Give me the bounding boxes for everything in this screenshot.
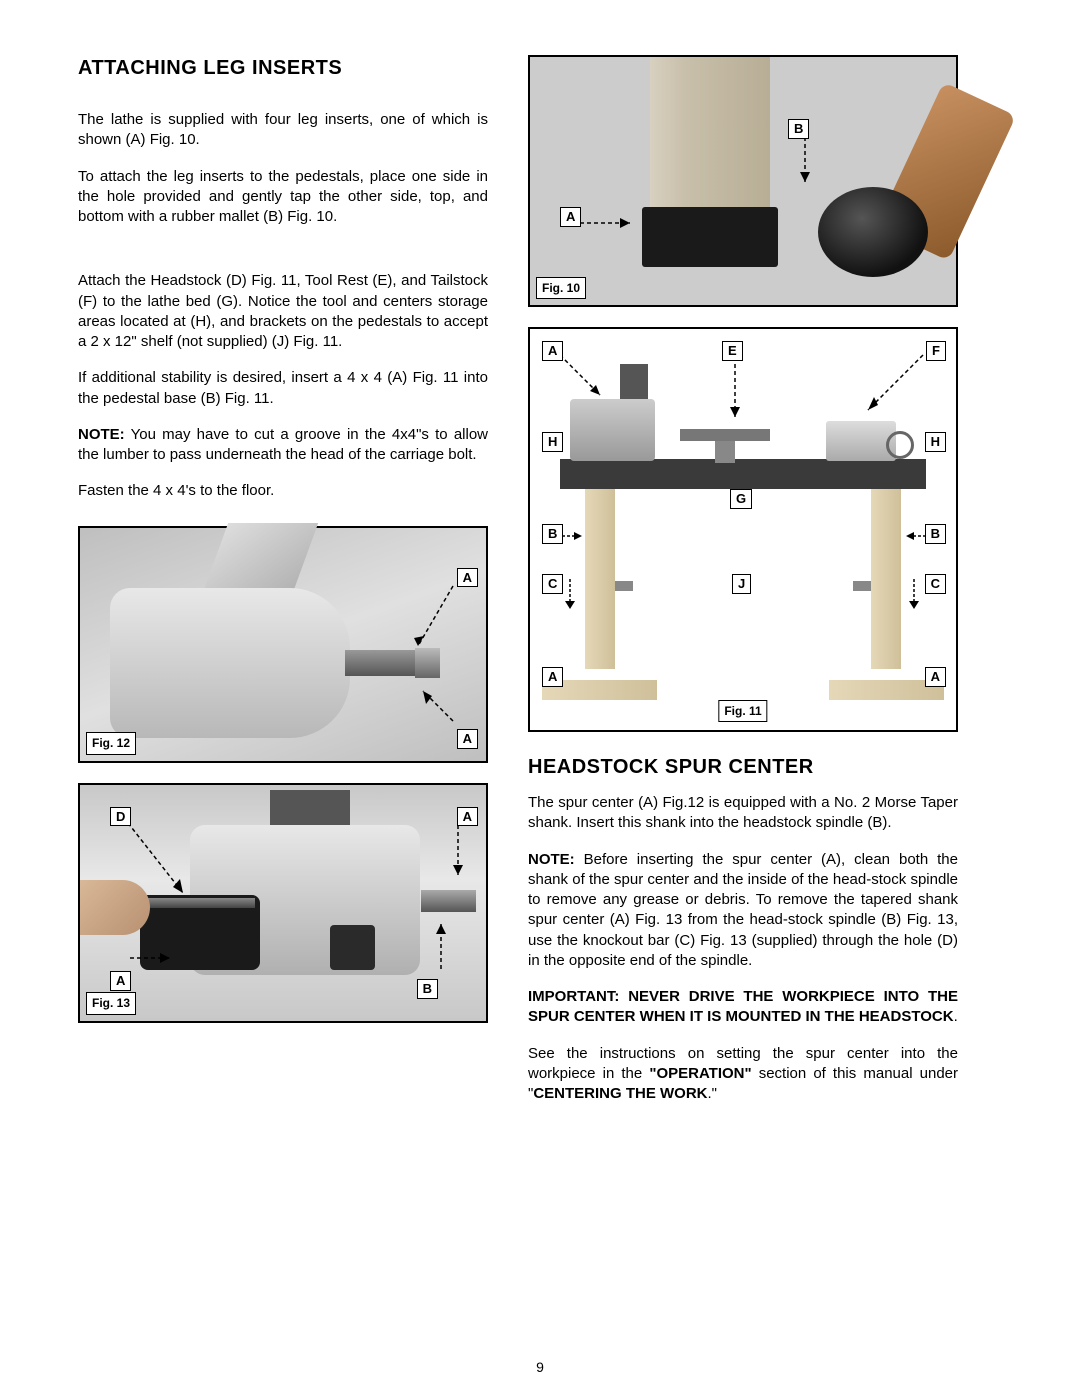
note-label: NOTE:	[78, 426, 125, 443]
fig12-label-a-top: A	[457, 568, 478, 588]
figure-10: A B Fig. 10	[528, 55, 958, 307]
para-fasten-floor: Fasten the 4 x 4's to the floor.	[78, 481, 488, 501]
important-text: IMPORTANT: NEVER DRIVE THE WORKPIECE INT…	[528, 988, 958, 1025]
para-note-groove: NOTE: You may have to cut a groove in th…	[78, 425, 488, 466]
fig10-label-a: A	[560, 207, 581, 227]
fig12-label-a-bottom: A	[457, 729, 478, 749]
fig13-caption: Fig. 13	[86, 992, 136, 1014]
note-text: You may have to cut a groove in the 4x4"…	[78, 426, 488, 463]
page-number: 9	[536, 1358, 544, 1377]
left-column: ATTACHING LEG INSERTS The lathe is suppl…	[78, 55, 488, 1120]
fig11-label-h-l: H	[542, 432, 563, 452]
fig13-label-b: B	[417, 979, 438, 999]
fig11-label-c-r: C	[925, 574, 946, 594]
fig10-caption: Fig. 10	[536, 277, 586, 299]
fig11-label-b-r: B	[925, 524, 946, 544]
para-spur-intro: The spur center (A) Fig.12 is equipped w…	[528, 793, 958, 834]
fig11-label-b-l: B	[542, 524, 563, 544]
para-leg-inserts-attach: To attach the leg inserts to the pedesta…	[78, 167, 488, 228]
right-column: A B Fig. 10 A E F H H G	[528, 55, 958, 1120]
fig12-caption: Fig. 12	[86, 732, 136, 754]
fig13-label-a-top: A	[457, 807, 478, 827]
figure-13: D A A B Fig. 13	[78, 783, 488, 1023]
heading-headstock-spur-center: HEADSTOCK SPUR CENTER	[528, 754, 958, 781]
fig11-label-e: E	[722, 341, 743, 361]
fig10-label-b: B	[788, 119, 809, 139]
fig11-label-a-bl: A	[542, 667, 563, 687]
para-stability: If additional stability is desired, inse…	[78, 368, 488, 409]
fig11-label-h-r: H	[925, 432, 946, 452]
heading-attaching-leg-inserts: ATTACHING LEG INSERTS	[78, 55, 488, 82]
fig11-label-f: F	[926, 341, 946, 361]
fig13-label-d: D	[110, 807, 131, 827]
para-spur-note: NOTE: Before inserting the spur center (…	[528, 850, 958, 972]
para-see-instructions: See the instructions on setting the spur…	[528, 1044, 958, 1105]
fig11-label-a-br: A	[925, 667, 946, 687]
para-leg-inserts-intro: The lathe is supplied with four leg inse…	[78, 110, 488, 151]
fig11-label-a-tl: A	[542, 341, 563, 361]
fig11-label-j: J	[732, 574, 751, 594]
fig11-label-c-l: C	[542, 574, 563, 594]
para-important: IMPORTANT: NEVER DRIVE THE WORKPIECE INT…	[528, 987, 958, 1028]
note-label-2: NOTE:	[528, 851, 575, 868]
figure-12: A A Fig. 12	[78, 526, 488, 763]
two-column-layout: ATTACHING LEG INSERTS The lathe is suppl…	[78, 55, 1002, 1120]
para-attach-headstock: Attach the Headstock (D) Fig. 11, Tool R…	[78, 271, 488, 352]
fig11-caption: Fig. 11	[718, 700, 767, 722]
fig13-label-a-bottom: A	[110, 971, 131, 991]
spur-note-text: Before inserting the spur center (A), cl…	[528, 851, 958, 969]
figure-11: A E F H H G B B C C J A A	[528, 327, 958, 732]
fig11-label-g: G	[730, 489, 752, 509]
